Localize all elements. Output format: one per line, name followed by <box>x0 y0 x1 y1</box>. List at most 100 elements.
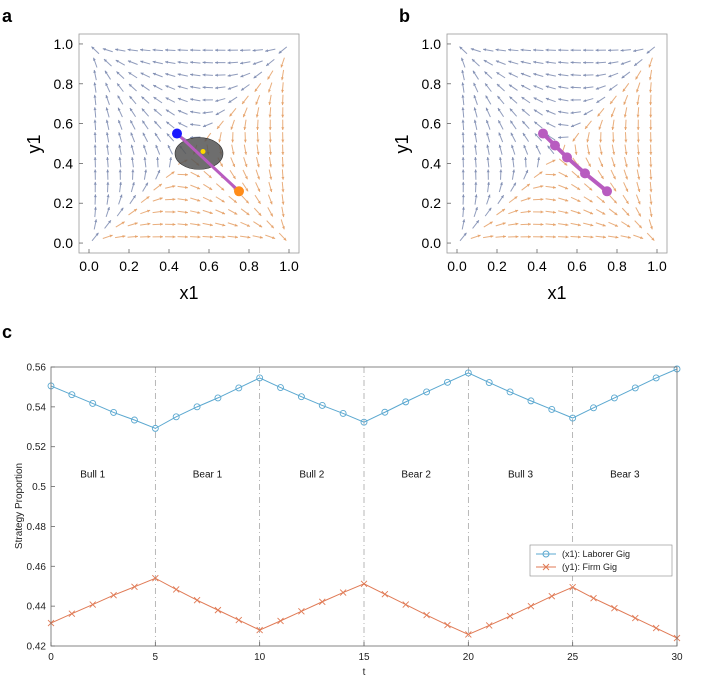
laborer-point <box>256 374 264 382</box>
panel-b-flow-arrowhead <box>461 69 465 74</box>
panel-a-flow-arrowhead <box>106 157 110 160</box>
panel-a-flow-arrowhead <box>160 235 163 239</box>
panel-b-flow-arrowhead <box>596 99 600 103</box>
panel-a-ytick-label: 0.8 <box>54 76 74 92</box>
panel-a-flow-arrowhead <box>178 122 182 126</box>
panel-a-flow-arrowhead <box>281 139 285 143</box>
panel-b-flow-arrowhead <box>498 157 502 161</box>
panel-b-flow-arrowhead <box>598 126 602 130</box>
laborer-point <box>68 391 76 399</box>
panel-b-flow-arrowhead <box>528 222 531 226</box>
panel-a-flow-arrowhead <box>242 100 246 105</box>
panel-a-flow-arrowhead <box>147 222 151 226</box>
panel-a-flow-arrowhead <box>160 222 163 226</box>
panel-b-flow-arrowhead <box>511 144 514 148</box>
panel-b-flow-arrowhead <box>636 139 640 143</box>
panel-c-xtick-label: 25 <box>567 652 579 663</box>
panel-a-flow-arrowhead <box>208 187 213 190</box>
panel-b-flow-arrowhead <box>540 197 544 201</box>
panel-a-flow-arrowhead <box>209 199 213 202</box>
panel-b-flow-arrowhead <box>636 151 641 155</box>
panel-c-ytick-label: 0.56 <box>27 363 47 374</box>
panel-a-flow-arrowhead <box>93 57 96 61</box>
panel-a-flow-arrowhead <box>267 76 271 80</box>
panel-a-flow-arrowhead <box>166 133 170 137</box>
phase-label: Bear 3 <box>610 470 640 481</box>
panel-b-flow-arrowhead <box>500 195 504 199</box>
panel-b-flow-arrowhead <box>625 188 629 192</box>
panel-c-ytick-label: 0.5 <box>32 482 46 493</box>
panel-a-flow-arrowhead <box>140 60 144 64</box>
panel-a-flow-arrowhead <box>240 74 244 78</box>
panel-b-flow-arrowhead <box>461 206 465 210</box>
panel-b-flow-arrowhead <box>638 213 641 217</box>
panel-b-flow-arrowhead <box>611 126 615 130</box>
panel-a-flow-arrowhead <box>283 237 287 241</box>
panel-a-flow-arrowhead <box>115 48 119 52</box>
panel-b-flow-arrowhead <box>475 220 479 224</box>
panel-b-flow-arrowhead <box>612 176 616 180</box>
panel-b-flow-arrowhead <box>602 235 606 239</box>
panel-a-flow-arrowhead <box>154 120 158 125</box>
firm-point <box>110 591 117 599</box>
panel-a-flow-arrowhead <box>106 181 110 185</box>
panel-a-flow-arrowhead <box>227 48 231 52</box>
panel-a-flow-arrowhead <box>128 72 132 76</box>
panel-a-flow-arrowhead <box>172 185 176 189</box>
panel-a-flow-arrowhead <box>196 174 200 178</box>
panel-a-flow-arrowhead <box>221 211 226 215</box>
panel-a-flow-arrowhead <box>159 210 163 214</box>
panel-a-flow-arrowhead <box>196 186 201 190</box>
laborer-point <box>610 394 618 402</box>
panel-a: a 0.0 0.2 0.4 0.6 0.8 1.0 0.0 0.2 0.4 0.6 0.8 1.0 x… <box>2 6 300 303</box>
panel-c-ytick-label: 0.52 <box>27 442 47 453</box>
panel-b-flow-arrowhead <box>527 210 531 214</box>
panel-b-flow-arrowhead <box>651 237 655 241</box>
panel-b-flow-arrowhead <box>614 212 618 216</box>
panel-b-flow-arrowhead <box>462 219 466 223</box>
panel-a-flow-arrowhead <box>281 189 285 193</box>
panel-b-stream-field <box>459 46 656 242</box>
panel-a-flow-arrowhead <box>120 207 124 211</box>
panel-b-flow-arrowhead <box>461 57 464 61</box>
panel-a-flow-arrowhead <box>208 175 212 179</box>
panel-b-ylabel: y1 <box>392 134 412 153</box>
panel-b-ytick-label: 0.8 <box>422 76 442 92</box>
panel-b-flow-arrowhead <box>590 235 594 239</box>
panel-b-flow-arrowhead <box>486 157 490 160</box>
panel-a-end-point <box>234 186 244 197</box>
panel-b-flow-arrowhead <box>589 199 593 203</box>
panel-a-letter: a <box>2 6 13 26</box>
panel-a-flow-arrowhead <box>254 88 258 92</box>
panel-a-flow-arrowhead <box>140 72 144 76</box>
laborer-point <box>89 400 97 407</box>
panel-a-flow-arrowhead <box>131 182 135 186</box>
firm-point <box>318 598 326 606</box>
firm-point <box>423 611 430 619</box>
panel-a-flow-arrowhead <box>93 144 97 148</box>
panel-b-trajectory-point <box>538 128 548 139</box>
panel-a-ytick-label: 0.2 <box>54 195 74 211</box>
panel-b-flow-arrowhead <box>489 221 493 225</box>
panel-b-flow-arrowhead <box>496 72 500 76</box>
panel-b-flow-arrowhead <box>540 210 544 214</box>
panel-a-flow-arrowhead <box>215 61 218 65</box>
panel-b-flow-arrowhead <box>625 176 628 180</box>
panel-a-flow-arrowhead <box>155 144 159 149</box>
panel-a-flow-arrowhead <box>270 213 273 217</box>
panel-b-flow-arrowhead <box>520 60 524 64</box>
panel-b-flow-arrowhead <box>558 73 562 77</box>
panel-a-flow-arrowhead <box>281 127 285 131</box>
panel-a-flow-arrowhead <box>281 102 285 106</box>
panel-a-flow-arrowhead <box>229 113 233 117</box>
panel-b-flow-arrowhead <box>611 139 615 143</box>
panel-b-flow-arrowhead <box>637 201 641 205</box>
panel-c-ytick-label: 0.48 <box>27 522 47 533</box>
panel-a-flow-arrowhead <box>215 112 219 115</box>
firm-point <box>506 612 514 620</box>
panel-a-flow-arrowhead <box>109 234 113 238</box>
panel-a-flow-arrowhead <box>127 48 131 52</box>
panel-b-flow-arrowhead <box>461 156 465 160</box>
firm-point <box>277 617 284 625</box>
